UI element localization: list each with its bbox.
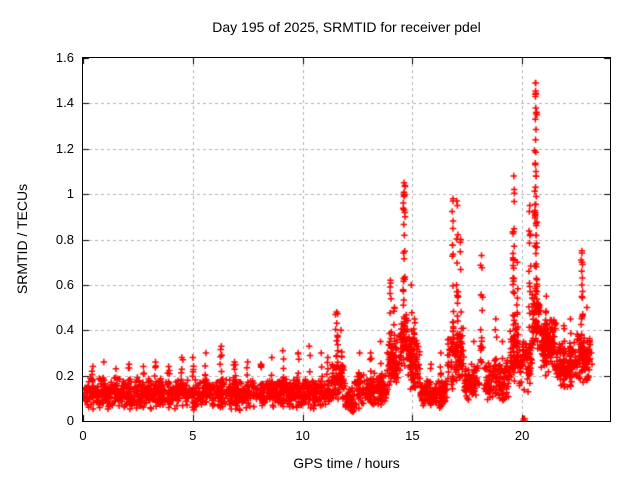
scatter-canvas (83, 58, 610, 421)
x-tick-label: 15 (405, 428, 420, 443)
y-tick-label: 0 (66, 413, 74, 428)
x-tick-label: 0 (79, 428, 87, 443)
y-tick-label: 0.6 (55, 276, 74, 292)
x-axis-label: GPS time / hours (293, 455, 400, 471)
x-tick-label: 20 (514, 428, 530, 443)
y-tick-label: 0.4 (55, 322, 74, 338)
y-tick-label: 0.2 (55, 367, 74, 383)
y-tick-label: 0.8 (55, 231, 74, 247)
y-tick-label: 1.2 (55, 140, 74, 156)
y-tick-label: 1.4 (55, 95, 74, 111)
x-tick-label: 10 (295, 428, 310, 443)
chart-title: Day 195 of 2025, SRMTID for receiver pde… (212, 19, 481, 35)
y-tick-label: 1.6 (55, 50, 74, 65)
x-tick-label: 5 (189, 428, 197, 443)
y-tick-label: 1 (66, 186, 74, 202)
plot-area (82, 57, 611, 422)
